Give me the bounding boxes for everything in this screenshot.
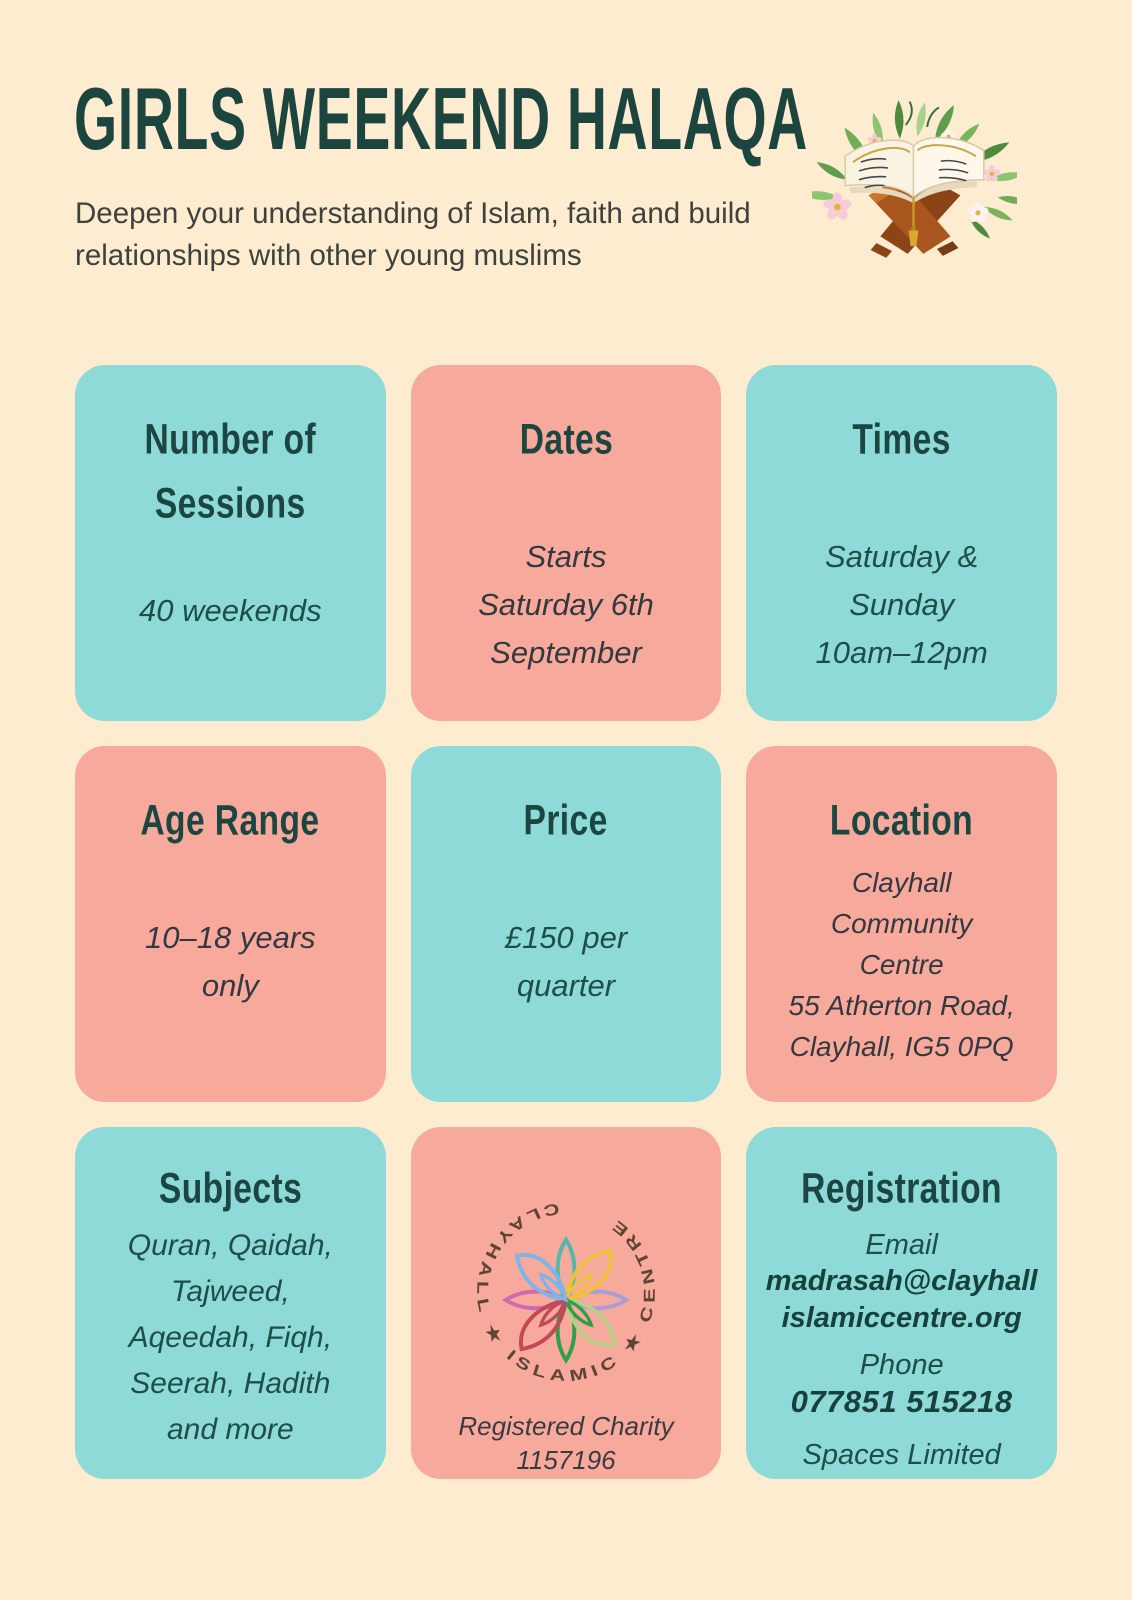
card-value: Starts Saturday 6th September (478, 539, 654, 670)
card-value: 10–18 years only (145, 920, 316, 1003)
card-location: Location Clayhall Community Centre 55 At… (746, 746, 1057, 1102)
spaces-limited-note: Spaces Limited (802, 1439, 1001, 1471)
card-charity-logo: CLAYHALL ★ ISLAMIC ★ CENTRE (410, 1127, 722, 1479)
card-value: £150 per quarter (504, 920, 628, 1003)
foliage (812, 100, 1017, 239)
card-subjects: Subjects Quran, Qaidah, Tajweed, Aqeedah… (75, 1127, 386, 1479)
clayhall-islamic-centre-logo-icon: CLAYHALL ★ ISLAMIC ★ CENTRE (473, 1199, 655, 1385)
logo-flower (502, 1236, 630, 1364)
card-times: Times Saturday & Sunday 10am–12pm (746, 365, 1057, 721)
card-value: Saturday & Sunday 10am–12pm (815, 539, 988, 670)
card-age-range: Age Range 10–18 years only (75, 746, 386, 1102)
quran-rehal-illustration-icon (812, 100, 1017, 258)
email-label: Email (865, 1229, 938, 1261)
card-registration: Registration Email madrasah@clayhall isl… (746, 1127, 1057, 1479)
page-title: GIRLS WEEKEND HALAQA (74, 70, 1132, 167)
flowers (821, 128, 1001, 224)
card-heading: Subjects (158, 1163, 302, 1212)
charity-registration-text: Registered Charity 1157196 (458, 1411, 674, 1475)
card-heading: Times (852, 414, 951, 463)
card-value: Clayhall Community Centre 55 Atherton Ro… (788, 867, 1015, 1062)
quran-book (844, 136, 985, 247)
card-heading: Number of Sessions (144, 414, 317, 527)
page-title-text: GIRLS WEEKEND HALAQA (74, 68, 808, 168)
card-dates: Dates Starts Saturday 6th September (410, 365, 722, 721)
card-heading: Dates (519, 414, 613, 463)
card-number-of-sessions: Number of Sessions 40 weekends (75, 365, 386, 721)
card-value: Quran, Qaidah, Tajweed, Aqeedah, Fiqh, S… (127, 1229, 333, 1446)
card-heading: Age Range (140, 795, 320, 844)
phone-label: Phone (859, 1349, 944, 1381)
card-heading: Location (830, 795, 974, 844)
phone-number: 077851 515218 (790, 1384, 1013, 1419)
page-subtitle: Deepen your understanding of Islam, fait… (75, 197, 751, 273)
email-address: madrasah@clayhall islamiccentre.org (765, 1265, 1038, 1334)
card-heading: Registration (801, 1163, 1003, 1212)
info-card-grid: Number of Sessions 40 weekends Dates Sta… (75, 365, 1057, 1479)
card-value: 40 weekends (138, 593, 322, 628)
card-heading: Price (523, 795, 609, 844)
card-price: Price £150 per quarter (410, 746, 722, 1102)
